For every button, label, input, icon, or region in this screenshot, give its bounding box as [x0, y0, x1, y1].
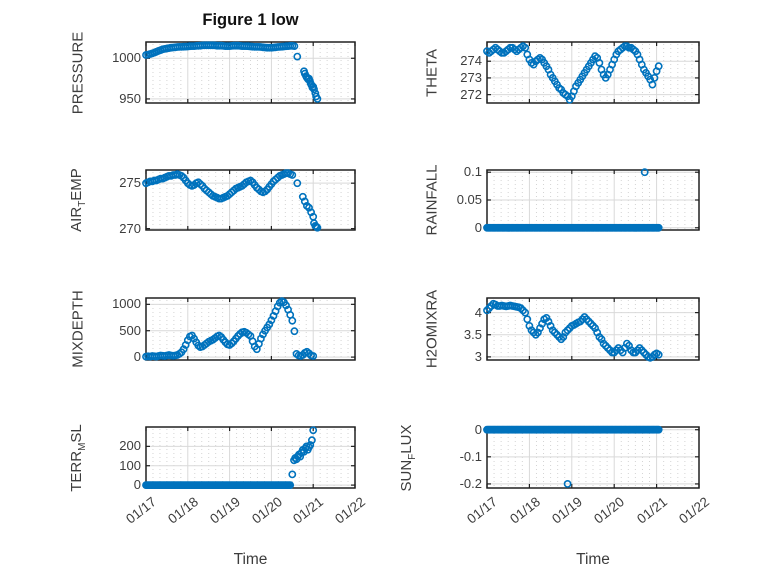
y-tick-label: 0.1	[463, 164, 482, 180]
subplot-air_temp	[142, 169, 356, 232]
y-tick-label: 275	[119, 175, 141, 191]
series-theta-markers	[483, 42, 663, 104]
subplot-theta	[483, 41, 700, 104]
y-tick-label: 200	[119, 438, 141, 454]
minor-grid	[493, 429, 693, 487]
y-axis-label-h2omixra: H2OMIXRA	[423, 289, 441, 369]
y-axis-label-mixdepth: MIXDEPTH	[69, 290, 87, 368]
y-tick-label: 100	[119, 457, 141, 473]
series-air_temp-markers	[142, 169, 322, 232]
series-rainfall-markers	[483, 168, 663, 232]
y-tick-label: 270	[119, 220, 141, 236]
axis-tick-marks	[145, 298, 356, 360]
series-pressure-markers	[142, 41, 322, 103]
axis-tick-marks	[486, 298, 700, 360]
subplot-h2omixra	[483, 297, 700, 362]
y-tick-label: -0.1	[459, 448, 482, 464]
axes-frame	[486, 41, 700, 104]
series-terr_msl-markers	[142, 426, 318, 489]
y-tick-label: 1000	[112, 296, 141, 312]
y-tick-label: 3	[474, 348, 482, 364]
y-tick-label: 4	[474, 304, 482, 320]
axes-frame	[145, 169, 356, 231]
subplot-sun_flux	[483, 425, 700, 489]
subplot-mixdepth	[142, 297, 356, 361]
y-tick-label: 273	[460, 69, 482, 85]
series-h2omixra-markers	[483, 299, 663, 362]
y-tick-label: 0	[474, 219, 482, 235]
series-sun_flux-markers	[483, 425, 663, 488]
y-tick-label: 0	[133, 349, 141, 365]
minor-grid	[493, 44, 693, 102]
y-tick-label: 272	[460, 86, 482, 102]
axes-frame	[486, 297, 700, 361]
y-axis-label-rainfall: RAINFALL	[423, 164, 441, 236]
axes-frame	[145, 297, 356, 361]
y-tick-label: -0.2	[459, 475, 482, 491]
y-axis-label-theta: THETA	[423, 48, 441, 97]
x-axis-label-left: Time	[233, 551, 268, 568]
subplot-rainfall	[483, 168, 700, 232]
y-tick-label: 274	[460, 53, 482, 69]
y-tick-label: 0.05	[456, 192, 482, 207]
axis-tick-marks	[145, 170, 356, 230]
minor-grid	[152, 429, 349, 487]
subplot-terr_msl	[142, 426, 356, 489]
y-axis-label-pressure: PRESSURE	[69, 31, 87, 114]
y-axis-label-terr_msl: TERRMSL	[68, 423, 88, 492]
subplot-pressure	[142, 41, 356, 104]
x-axis-label-right: Time	[576, 551, 610, 568]
series-mixdepth-markers	[142, 297, 318, 361]
y-axis-label-air_temp: AIRTEMP	[68, 168, 88, 232]
axes-frame	[145, 41, 356, 104]
minor-grid	[152, 300, 349, 359]
y-axis-label-sun_flux: SUNFLUX	[398, 424, 418, 491]
y-tick-label: 950	[119, 90, 141, 106]
y-tick-label: 1000	[112, 50, 141, 66]
y-tick-label: 500	[119, 322, 141, 338]
y-tick-label: 0	[133, 477, 141, 493]
y-tick-label: 3.5	[463, 326, 482, 342]
y-tick-label: 0	[474, 421, 482, 437]
figure-title: Figure 1 low	[202, 11, 299, 29]
